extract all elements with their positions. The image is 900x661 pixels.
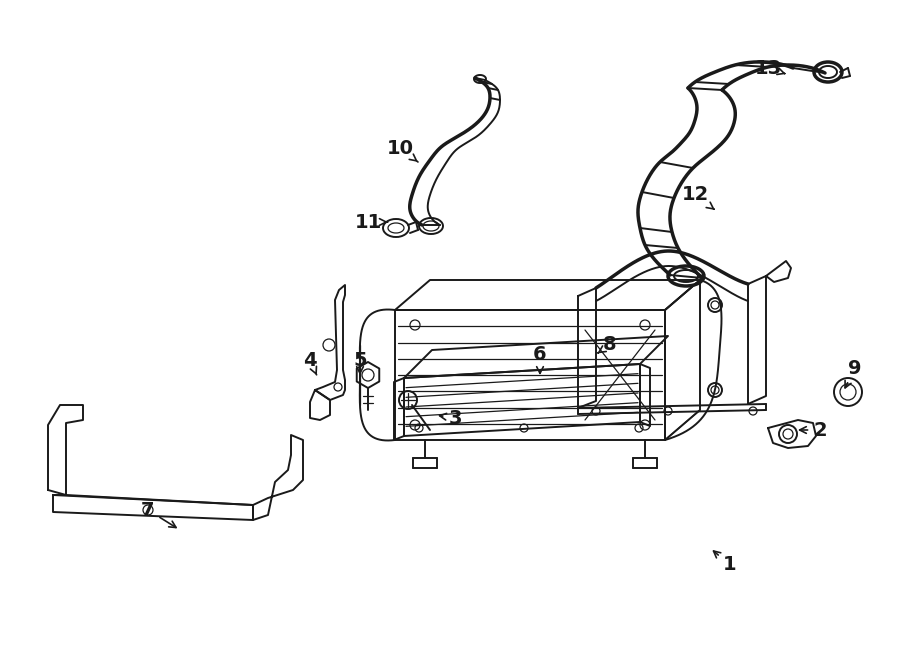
Text: 11: 11 — [355, 212, 387, 231]
Text: 13: 13 — [754, 59, 785, 77]
Text: 1: 1 — [714, 551, 737, 574]
Text: 12: 12 — [681, 186, 714, 209]
Text: 6: 6 — [533, 346, 547, 373]
Text: 2: 2 — [799, 420, 827, 440]
Text: 10: 10 — [386, 139, 418, 162]
Text: 4: 4 — [303, 350, 317, 375]
Text: 9: 9 — [845, 358, 862, 388]
Text: 5: 5 — [353, 350, 367, 375]
Text: 8: 8 — [598, 336, 616, 354]
Text: 7: 7 — [141, 500, 176, 527]
Text: 3: 3 — [439, 408, 462, 428]
